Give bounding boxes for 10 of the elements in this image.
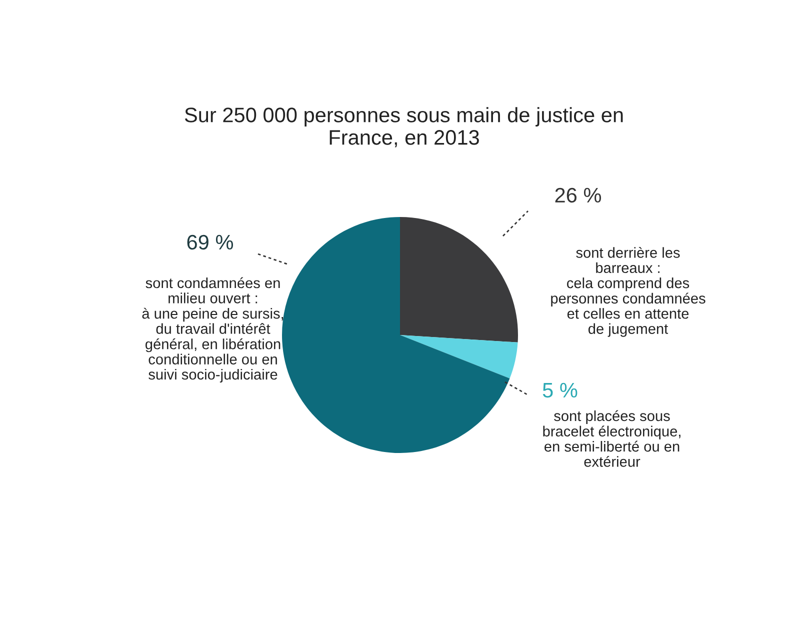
pie-slice	[400, 335, 518, 378]
pie-slice	[400, 217, 518, 342]
data-label: 5 %	[542, 382, 578, 398]
slice-label: sont condamnées en milieu ouvert : à une peine de sursis, du travail d'intérêt général, en libération conditionnelle ou en suivi socio-judiciaire	[142, 277, 284, 383]
slice-label: sont placées sous bracelet électronique, en semi-liberté ou en extérieur	[543, 410, 680, 467]
data-label: 26 %	[555, 188, 602, 203]
slice-label: sont derrière les barreaux : cela comprend des personnes condamnées et celles en attente de jugement	[551, 246, 706, 337]
pie-slice	[282, 217, 510, 453]
data-label: 69 %	[187, 234, 234, 250]
chart-title: Sur 250 000 personnes sous main de justice en France, en 2013	[184, 107, 623, 148]
